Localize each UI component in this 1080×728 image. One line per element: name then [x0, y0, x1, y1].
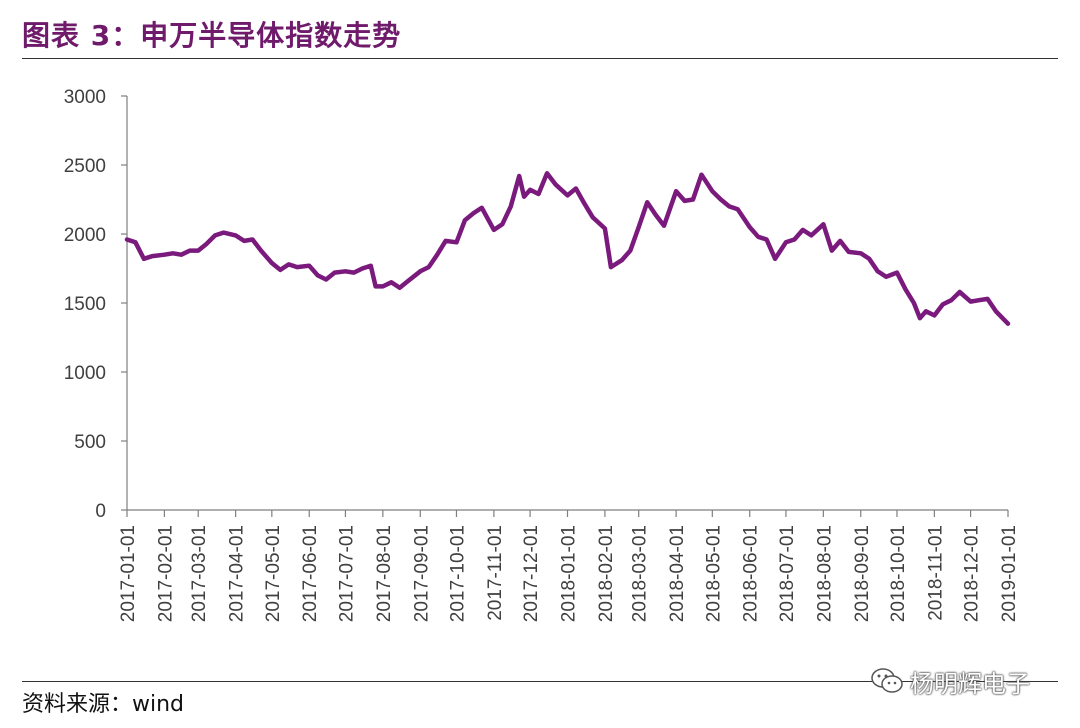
x-tick-label: 2017-01-01 [118, 525, 139, 622]
x-axis: 2017-01-01 2017-02-01 2017-03-01 2017-04-01… [118, 509, 1020, 622]
y-tick-label: 3000 [64, 87, 106, 108]
y-tick-label: 1500 [64, 294, 106, 315]
watermark-text: 杨明辉电子 [910, 669, 1030, 698]
series-layer [124, 171, 1011, 326]
x-tick-label: 2017-11-01 [485, 525, 506, 621]
y-tick-label: 1000 [64, 363, 106, 384]
x-tick-label: 2018-10-01 [888, 525, 909, 622]
y-tick-label: 0 [95, 501, 106, 522]
title-divider [22, 58, 1058, 59]
series-line-0 [124, 171, 1011, 326]
x-tick-label: 2019-01-01 [999, 525, 1020, 622]
source-note: 资料来源：wind [22, 692, 185, 717]
chart-title: 图表 3：申万半导体指数走势 [22, 19, 402, 52]
x-tick-label: 2018-07-01 [777, 525, 798, 622]
x-tick-label: 2018-04-01 [667, 525, 688, 622]
x-tick-label: 2018-08-01 [814, 525, 835, 622]
x-tick-label: 2017-07-01 [336, 525, 357, 622]
source-divider [22, 681, 1058, 682]
x-tick-label: 2018-12-01 [962, 525, 983, 622]
y-tick-label: 2000 [64, 225, 106, 246]
x-tick-label: 2018-11-01 [925, 525, 946, 621]
x-tick-label: 2018-02-01 [596, 525, 617, 622]
x-tick-label: 2018-06-01 [741, 525, 762, 622]
x-tick-label: 2018-05-01 [703, 525, 724, 622]
x-tick-label: 2017-09-01 [411, 525, 432, 622]
x-tick-label: 2017-05-01 [263, 525, 284, 622]
x-tick-label: 2018-01-01 [559, 525, 580, 622]
x-tick-label: 2017-12-01 [521, 525, 542, 622]
x-tick-label: 2017-08-01 [374, 525, 395, 622]
x-tick-label: 2017-04-01 [227, 525, 248, 622]
y-tick-label: 500 [74, 432, 106, 453]
y-axis: 0 500 1000 1500 2000 2500 3000 [64, 87, 128, 522]
watermark: 杨明辉电子 [870, 664, 1030, 698]
x-tick-label: 2018-03-01 [630, 525, 651, 622]
x-tick-label: 2017-06-01 [300, 525, 321, 622]
x-tick-label: 2017-03-01 [189, 525, 210, 622]
x-tick-label: 2017-02-01 [155, 525, 176, 622]
wechat-icon [871, 668, 903, 693]
x-tick-label: 2017-10-01 [447, 525, 468, 622]
y-tick-label: 2500 [64, 156, 106, 177]
x-tick-label: 2018-09-01 [852, 525, 873, 622]
